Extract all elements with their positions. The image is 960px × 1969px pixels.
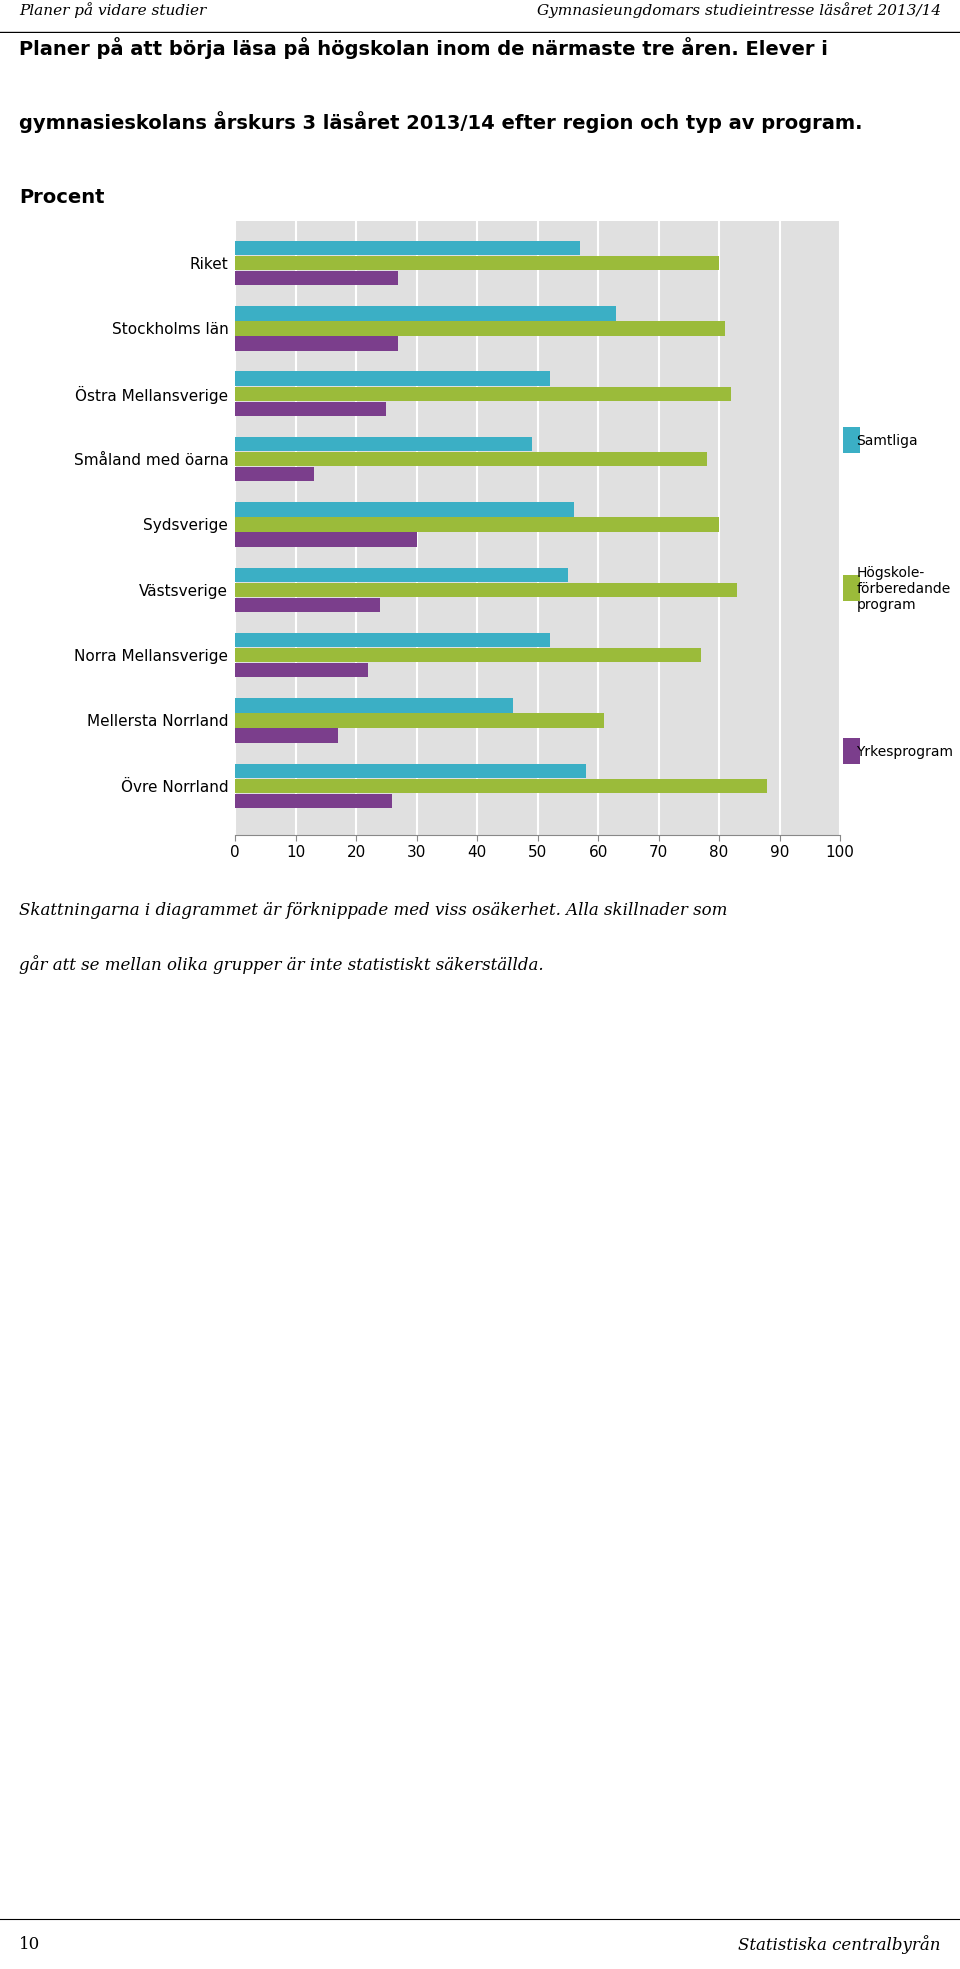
Text: Procent: Procent [19,187,105,207]
Bar [235,272,398,286]
Bar [235,599,380,612]
Text: Gymnasieungdomars studieintresse läsåret 2013/14: Gymnasieungdomars studieintresse läsåret… [537,2,941,18]
Bar [235,632,550,648]
Bar [235,305,616,321]
Bar [235,664,369,677]
Bar [235,764,586,778]
Bar [235,451,707,467]
Text: Högskole-
förberedande
program: Högskole- förberedande program [856,565,950,612]
Text: Planer på vidare studier: Planer på vidare studier [19,2,206,18]
Bar [235,567,567,583]
Text: Statistiska centralbyrån: Statistiska centralbyrån [738,1936,941,1953]
Bar [235,437,532,451]
Text: Yrkesprogram: Yrkesprogram [856,744,953,760]
Bar [235,337,398,350]
Bar [235,648,701,662]
Text: Samtliga: Samtliga [856,433,918,449]
Bar [235,386,732,402]
Text: Skattningarna i diagrammet är förknippade med viss osäkerhet. Alla skillnader so: Skattningarna i diagrammet är förknippad… [19,902,728,920]
Bar [235,729,338,742]
Text: Planer på att börja läsa på högskolan inom de närmaste tre åren. Elever i: Planer på att börja läsa på högskolan in… [19,37,828,59]
Bar [235,402,386,415]
Bar [235,699,514,713]
Bar [235,583,737,597]
Text: går att se mellan olika grupper är inte statistiskt säkerställda.: går att se mellan olika grupper är inte … [19,955,543,975]
Bar [235,467,314,480]
Bar [235,502,574,516]
Bar [235,240,580,256]
Text: gymnasieskolans årskurs 3 läsåret 2013/14 efter region och typ av program.: gymnasieskolans årskurs 3 läsåret 2013/1… [19,110,863,132]
Bar [235,321,725,335]
Bar [235,713,604,729]
Bar [235,532,417,547]
Bar [235,794,393,807]
Text: 10: 10 [19,1936,40,1953]
Bar [235,372,550,386]
Bar [235,256,719,270]
Bar [235,518,719,532]
Bar [235,778,767,794]
